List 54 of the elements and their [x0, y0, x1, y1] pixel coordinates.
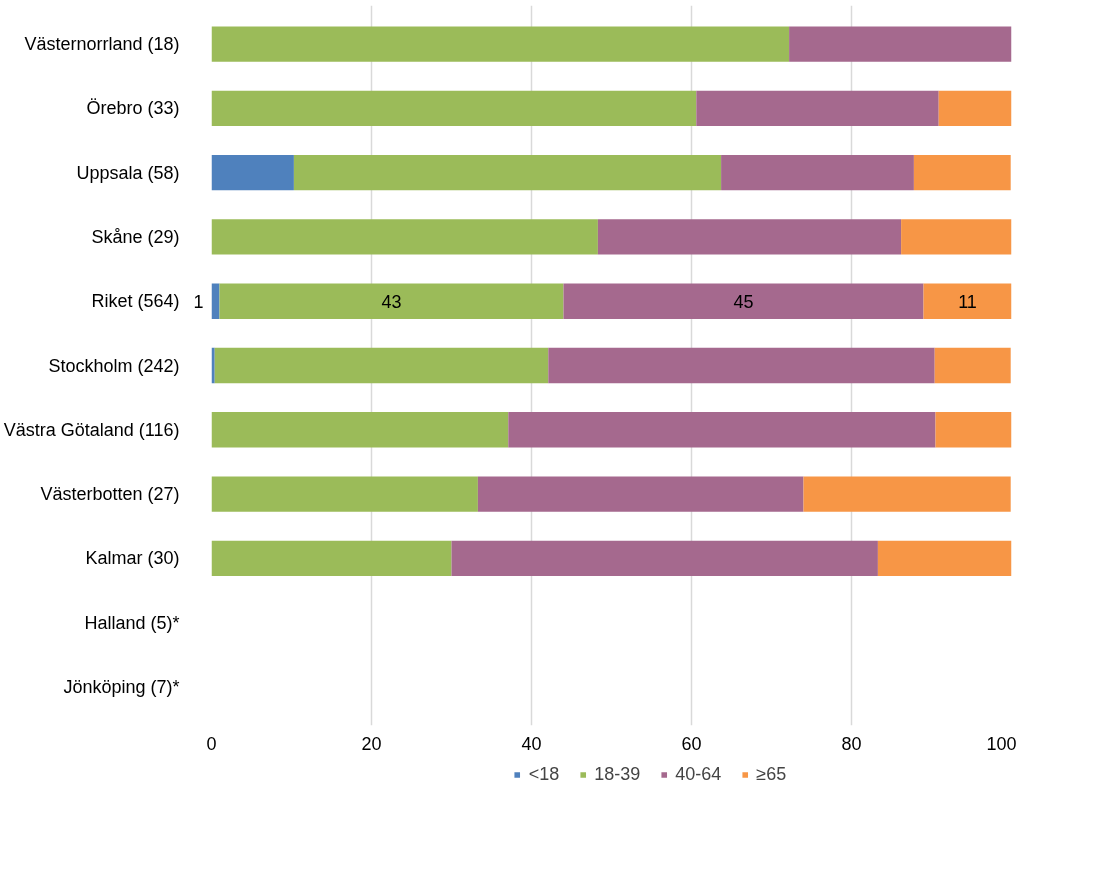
bar: [877, 540, 1012, 577]
bar: [211, 154, 294, 191]
y-tick-label: Skåne (29): [91, 226, 180, 247]
bar: [211, 347, 215, 384]
bar: [211, 540, 452, 577]
data-label: 45: [733, 291, 754, 312]
bar: [597, 219, 902, 255]
bar: [548, 347, 935, 384]
data-label: 11: [958, 291, 977, 312]
bar: [935, 412, 1012, 448]
legend-label: 40-64: [675, 763, 722, 785]
bar: [211, 412, 509, 448]
bar: [508, 412, 936, 448]
bar: [211, 283, 220, 319]
bar: [211, 26, 790, 62]
legend-label: <18: [528, 763, 560, 785]
x-tick-label: 20: [361, 733, 382, 754]
y-tick-label: Västra Götaland (116): [3, 419, 180, 440]
x-tick-label: 100: [986, 733, 1017, 754]
y-tick-label: Örebro (33): [86, 98, 180, 119]
y-tick-label: Stockholm (242): [48, 355, 180, 376]
y-tick-label: Halland (5)*: [84, 612, 180, 633]
data-label: 43: [381, 291, 402, 312]
y-tick-label: Riket (564): [91, 291, 180, 312]
legend-label: 18-39: [594, 763, 641, 785]
bar: [211, 219, 598, 255]
y-tick-label: Västernorrland (18): [24, 34, 180, 55]
x-tick-label: 0: [206, 733, 217, 754]
bar: [211, 90, 697, 127]
bar: [563, 283, 924, 319]
y-tick-label: Uppsala (58): [76, 162, 180, 183]
bar: [789, 26, 1012, 62]
bar: [219, 283, 564, 319]
legend-label: ≥65: [756, 763, 787, 785]
bar: [696, 90, 939, 127]
bar: [451, 540, 878, 577]
x-tick-label: 40: [521, 733, 542, 754]
y-tick-label: Kalmar (30): [85, 548, 180, 569]
bar: [934, 347, 1011, 384]
bar: [721, 154, 914, 191]
y-tick-label: Västerbotten (27): [40, 484, 180, 505]
bar: [803, 476, 1011, 512]
bar: [211, 476, 478, 512]
bar: [293, 154, 722, 191]
bar: [913, 154, 1011, 191]
bar: [901, 219, 1012, 255]
data-label: 1: [193, 291, 204, 312]
bar: [214, 347, 549, 384]
bar: [923, 283, 1012, 319]
bar: [938, 90, 1012, 127]
y-tick-label: Jönköping (7)*: [63, 676, 180, 697]
x-tick-label: 60: [681, 733, 702, 754]
bar: [477, 476, 804, 512]
x-tick-label: 80: [841, 733, 862, 754]
